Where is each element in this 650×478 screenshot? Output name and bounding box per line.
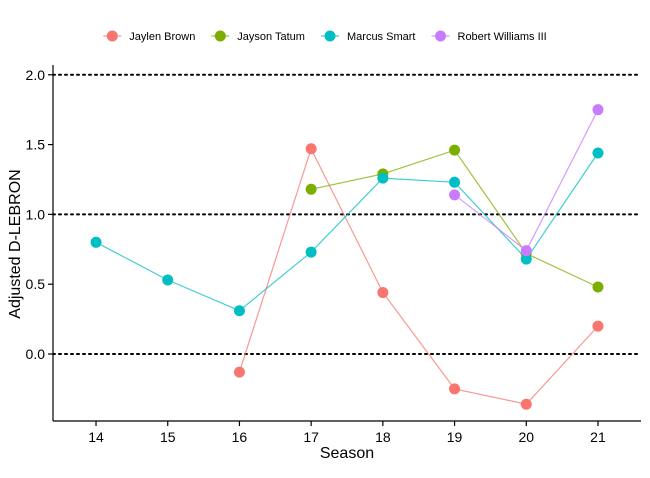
y-tick-label-0-5: 0.5 (26, 276, 46, 292)
y-tick-label-1-5: 1.5 (26, 137, 46, 153)
legend-key-dot (214, 30, 226, 42)
legend-key-dot (324, 30, 336, 42)
series-lines (95, 109, 599, 405)
y-tick-label-2: 2.0 (26, 67, 46, 83)
point-jaylen-brown-season-21 (592, 320, 604, 332)
series-points (90, 104, 604, 410)
point-jayson-tatum-season-19 (449, 144, 461, 156)
point-marcus-smart-season-19 (449, 176, 461, 188)
point-robert-williams-iii-season-20 (520, 245, 532, 257)
legend-item-marcus-smart: Marcus Smart (321, 30, 415, 43)
series-line-marcus-smart (95, 152, 599, 312)
legend-key-dot (435, 30, 446, 42)
series-line-jayson-tatum (310, 149, 599, 288)
point-robert-williams-iii-season-19 (449, 189, 461, 201)
x-tick-label-21: 21 (590, 429, 606, 445)
point-jayson-tatum-season-17 (305, 183, 317, 195)
point-marcus-smart-season-18 (377, 172, 389, 184)
x-tick-label-14: 14 (88, 429, 104, 445)
legend-item-jaylen-brown: Jaylen Brown (103, 30, 195, 43)
legend-label: Robert Williams III (458, 31, 547, 43)
legend-item-robert-williams-iii: Robert Williams III (431, 30, 547, 43)
x-tick-label-16: 16 (232, 429, 248, 445)
axes: 14 15 16 17 18 19 20 21 0.0 0.5 1.0 1.5 2.0 (26, 65, 641, 445)
point-jaylen-brown-season-16 (233, 366, 245, 378)
point-marcus-smart-season-20 (520, 253, 532, 265)
y-tick-label-1: 1.0 (26, 206, 46, 222)
point-robert-williams-iii-season-21 (592, 104, 604, 116)
legend-label: Jaylen Brown (129, 31, 195, 43)
point-marcus-smart-season-17 (305, 246, 317, 258)
y-axis-title: Adjusted D-LEBRON (7, 169, 24, 318)
legend-key-dot (106, 30, 118, 42)
point-jaylen-brown-season-19 (449, 383, 461, 395)
x-tick-label-15: 15 (160, 429, 176, 445)
y-tick-label-0: 0.0 (26, 346, 46, 362)
legend-label: Jayson Tatum (237, 31, 305, 43)
x-tick-label-20: 20 (518, 429, 534, 445)
point-marcus-smart-season-15 (162, 274, 174, 286)
point-marcus-smart-season-21 (592, 147, 604, 159)
legend-label: Marcus Smart (347, 31, 415, 43)
legend: Jaylen Brown Jayson Tatum Marcus Smart Robe… (103, 30, 547, 43)
x-axis-title: Season (320, 445, 374, 462)
series-line-jaylen-brown (238, 147, 599, 405)
x-tick-label-17: 17 (303, 429, 319, 445)
point-marcus-smart-season-16 (233, 305, 245, 317)
point-marcus-smart-season-14 (90, 236, 102, 248)
point-jaylen-brown-season-18 (377, 287, 389, 299)
legend-item-jayson-tatum: Jayson Tatum (211, 30, 305, 43)
x-tick-label-18: 18 (375, 429, 391, 445)
point-jaylen-brown-season-20 (520, 398, 532, 410)
point-jaylen-brown-season-17 (305, 143, 317, 155)
x-tick-label-19: 19 (447, 429, 463, 445)
point-jayson-tatum-season-21 (592, 281, 604, 293)
